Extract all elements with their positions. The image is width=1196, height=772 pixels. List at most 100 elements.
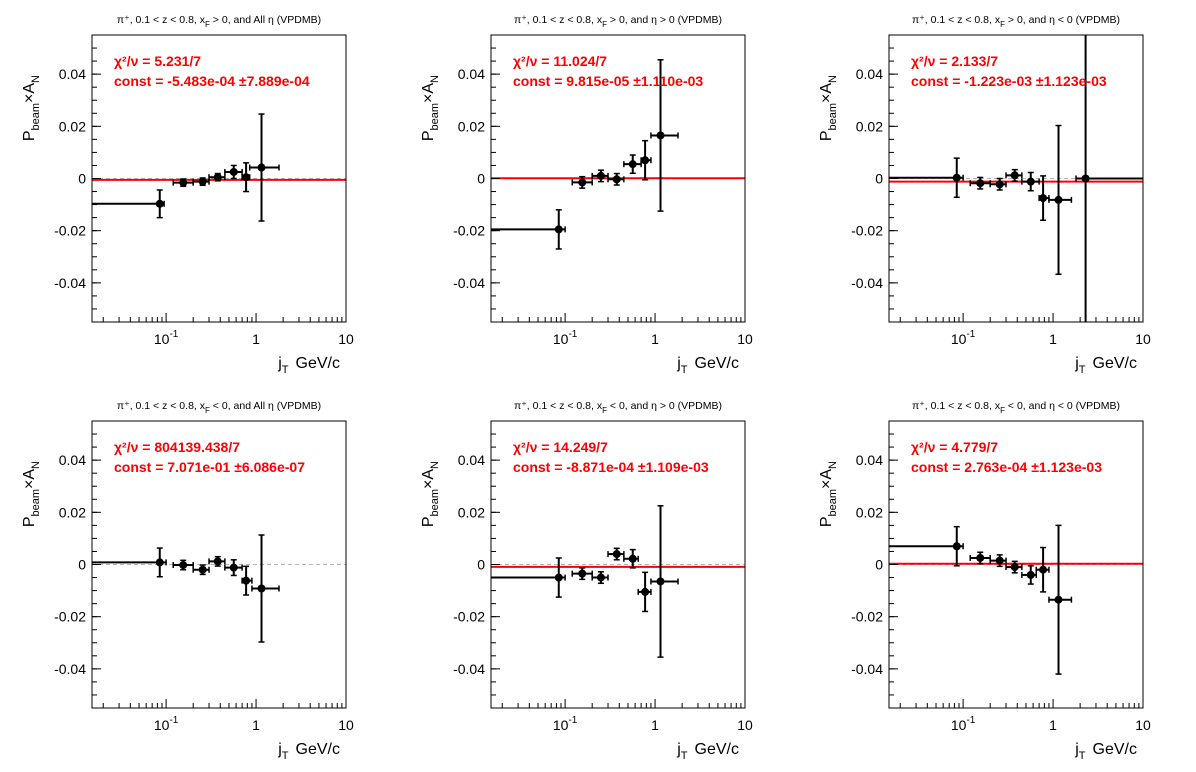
y-label-subscript2: N: [827, 75, 839, 83]
data-marker: [976, 553, 985, 562]
data-marker: [995, 556, 1004, 565]
data-point: [208, 555, 226, 567]
x-tick-exponent: -1: [169, 715, 178, 726]
data-marker: [1039, 194, 1048, 203]
data-point: [969, 551, 991, 565]
data-point: [623, 548, 639, 569]
data-marker: [1081, 174, 1090, 183]
x-axis-label: jT GeV/c: [277, 741, 340, 762]
chi2-label: χ²/ν = 804139.438/7: [114, 439, 240, 455]
chart-title: π⁺, 0.1 < z < 0.8, xF < 0, and η < 0 (VP…: [912, 400, 1120, 415]
title-subscript: F: [205, 20, 210, 29]
x-label-main: j: [1074, 355, 1079, 372]
chi2-label: χ²/ν = 14.249/7: [513, 439, 608, 455]
x-axis-label: jT GeV/c: [277, 355, 340, 376]
data-point: [607, 172, 625, 186]
y-tick-label: 0: [875, 557, 883, 573]
data-marker: [995, 180, 1004, 189]
y-label-main: P: [21, 131, 38, 142]
y-tick-label: -0.02: [453, 609, 485, 625]
y-label-subscript2: N: [30, 461, 42, 469]
const-label: const = -8.871e-04 ±1.109e-03: [513, 459, 709, 475]
title-rest: < 0, and η > 0 (VPDMB): [607, 400, 722, 412]
data-marker: [242, 173, 251, 182]
data-point: [192, 177, 210, 187]
data-point: [650, 59, 679, 212]
data-marker: [596, 171, 605, 180]
data-point: [1005, 168, 1023, 182]
y-tick-label: -0.02: [851, 609, 883, 625]
x-tick-label: 1: [1049, 717, 1057, 733]
y-label-subscript: beam: [827, 489, 839, 517]
chart-panel-5: π⁺, 0.1 < z < 0.8, xF < 0, and η > 0 (VP…: [420, 400, 753, 762]
y-tick-label: -0.02: [54, 223, 86, 239]
y-tick-label: 0.02: [856, 504, 883, 520]
y-tick-label: 0: [78, 171, 86, 187]
title-main: π⁺, 0.1 < z < 0.8, x: [514, 14, 603, 26]
data-marker: [155, 199, 164, 208]
x-label-subscript: T: [681, 364, 688, 376]
x-label-unit: GeV/c: [695, 741, 739, 758]
y-axis-label: Pbeam×AN: [818, 461, 839, 527]
chi2-label: χ²/ν = 2.133/7: [911, 53, 998, 69]
data-point: [989, 177, 1007, 191]
x-tick-base: 10: [553, 331, 569, 347]
x-tick-base: 10: [154, 717, 170, 733]
y-tick-label: -0.04: [54, 661, 86, 677]
title-subscript: F: [602, 406, 607, 415]
const-label: const = 9.815e-05 ±1.110e-03: [513, 73, 703, 89]
data-marker: [213, 557, 222, 566]
x-label-main: j: [277, 355, 282, 372]
data-marker: [1039, 565, 1048, 574]
data-point: [1048, 124, 1073, 276]
data-marker: [155, 558, 164, 567]
y-tick-label: 0.02: [856, 118, 883, 134]
title-rest: > 0, and η > 0 (VPDMB): [607, 14, 722, 26]
x-label-main: j: [1074, 741, 1079, 758]
data-marker: [952, 542, 961, 551]
data-marker: [257, 163, 266, 172]
x-tick-label: 10: [1135, 331, 1151, 347]
data-marker: [554, 225, 563, 234]
y-label-subscript: beam: [30, 489, 42, 517]
y-axis-label: Pbeam×AN: [420, 461, 441, 527]
y-label-mid: ×A: [818, 83, 835, 103]
y-tick-label: 0.02: [59, 504, 86, 520]
data-marker: [612, 175, 621, 184]
y-tick-label: 0.02: [458, 504, 485, 520]
data-marker: [1054, 195, 1063, 204]
x-label-main: j: [676, 355, 681, 372]
data-point: [591, 571, 609, 585]
x-axis-label: jT GeV/c: [676, 355, 739, 376]
data-point: [491, 209, 566, 250]
data-point: [92, 189, 165, 219]
chart-title: π⁺, 0.1 < z < 0.8, xF > 0, and η < 0 (VP…: [912, 14, 1120, 29]
x-label-unit: GeV/c: [296, 355, 340, 372]
x-tick-exponent: -1: [169, 329, 178, 340]
data-point: [224, 559, 243, 577]
x-label-unit: GeV/c: [1093, 355, 1137, 372]
y-label-main: P: [818, 131, 835, 142]
x-tick-label: 10-1: [553, 715, 578, 733]
x-axis-label: jT GeV/c: [1074, 355, 1137, 376]
title-subscript: F: [205, 406, 210, 415]
data-point: [1005, 560, 1023, 574]
x-tick-label: 10: [1135, 717, 1151, 733]
y-tick-label: 0: [875, 171, 883, 187]
title-subscript: F: [602, 20, 607, 29]
data-marker: [198, 565, 207, 574]
data-point: [1075, 35, 1143, 322]
x-label-unit: GeV/c: [695, 355, 739, 372]
x-label-main: j: [676, 741, 681, 758]
data-marker: [213, 173, 222, 182]
x-tick-base: 10: [154, 331, 170, 347]
chart-title: π⁺, 0.1 < z < 0.8, xF > 0, and All η (VP…: [117, 14, 321, 29]
y-label-subscript2: N: [30, 75, 42, 83]
data-point: [607, 547, 625, 561]
y-tick-label: -0.02: [453, 223, 485, 239]
data-marker: [1010, 563, 1019, 572]
const-label: const = -1.223e-03 ±1.123e-03: [911, 73, 1107, 89]
y-label-mid: ×A: [420, 469, 437, 489]
data-point: [969, 176, 991, 190]
data-point: [192, 564, 210, 576]
